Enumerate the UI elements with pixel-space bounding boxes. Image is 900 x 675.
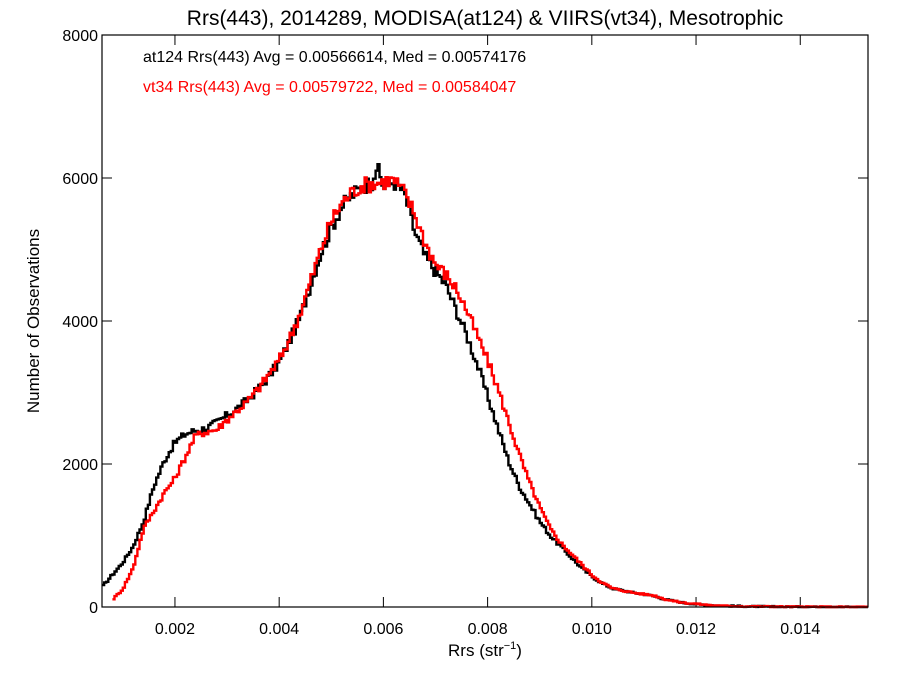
- x-tick-label: 0.004: [259, 621, 299, 638]
- x-tick-label: 0.002: [155, 621, 195, 638]
- y-axis-ticks: 0 2000 4000 6000 8000: [62, 28, 868, 617]
- x-axis-label-main: Rrs (str: [448, 641, 504, 660]
- x-tick-label: 0.010: [572, 621, 612, 638]
- series-layer: [102, 163, 868, 609]
- x-tick-label: 0.008: [468, 621, 508, 638]
- x-axis-ticks: 0.002 0.004 0.006 0.008 0.010 0.012 0.014: [155, 35, 820, 638]
- plot-frame: [101, 34, 869, 608]
- y-tick-label: 0: [89, 600, 98, 617]
- chart-title: Rrs(443), 2014289, MODISA(at124) & VIIRS…: [187, 7, 783, 30]
- y-tick-label: 2000: [62, 457, 98, 474]
- series-line-at124: [102, 163, 868, 609]
- x-axis-label-exponent: −1: [504, 640, 517, 652]
- x-axis-label: Rrs (str−1): [448, 640, 522, 660]
- y-tick-label: 6000: [62, 171, 98, 188]
- x-axis-label-close: ): [516, 641, 522, 660]
- series-line-vt34: [112, 176, 868, 609]
- x-tick-label: 0.012: [676, 621, 716, 638]
- x-tick-label: 0.014: [780, 621, 820, 638]
- y-tick-label: 4000: [62, 314, 98, 331]
- annotation-vt34: vt34 Rrs(443) Avg = 0.00579722, Med = 0.…: [143, 79, 516, 96]
- x-tick-label: 0.006: [363, 621, 403, 638]
- y-tick-label: 8000: [62, 28, 98, 45]
- y-axis-label: Number of Observations: [24, 229, 43, 413]
- annotation-at124: at124 Rrs(443) Avg = 0.00566614, Med = 0…: [143, 49, 526, 66]
